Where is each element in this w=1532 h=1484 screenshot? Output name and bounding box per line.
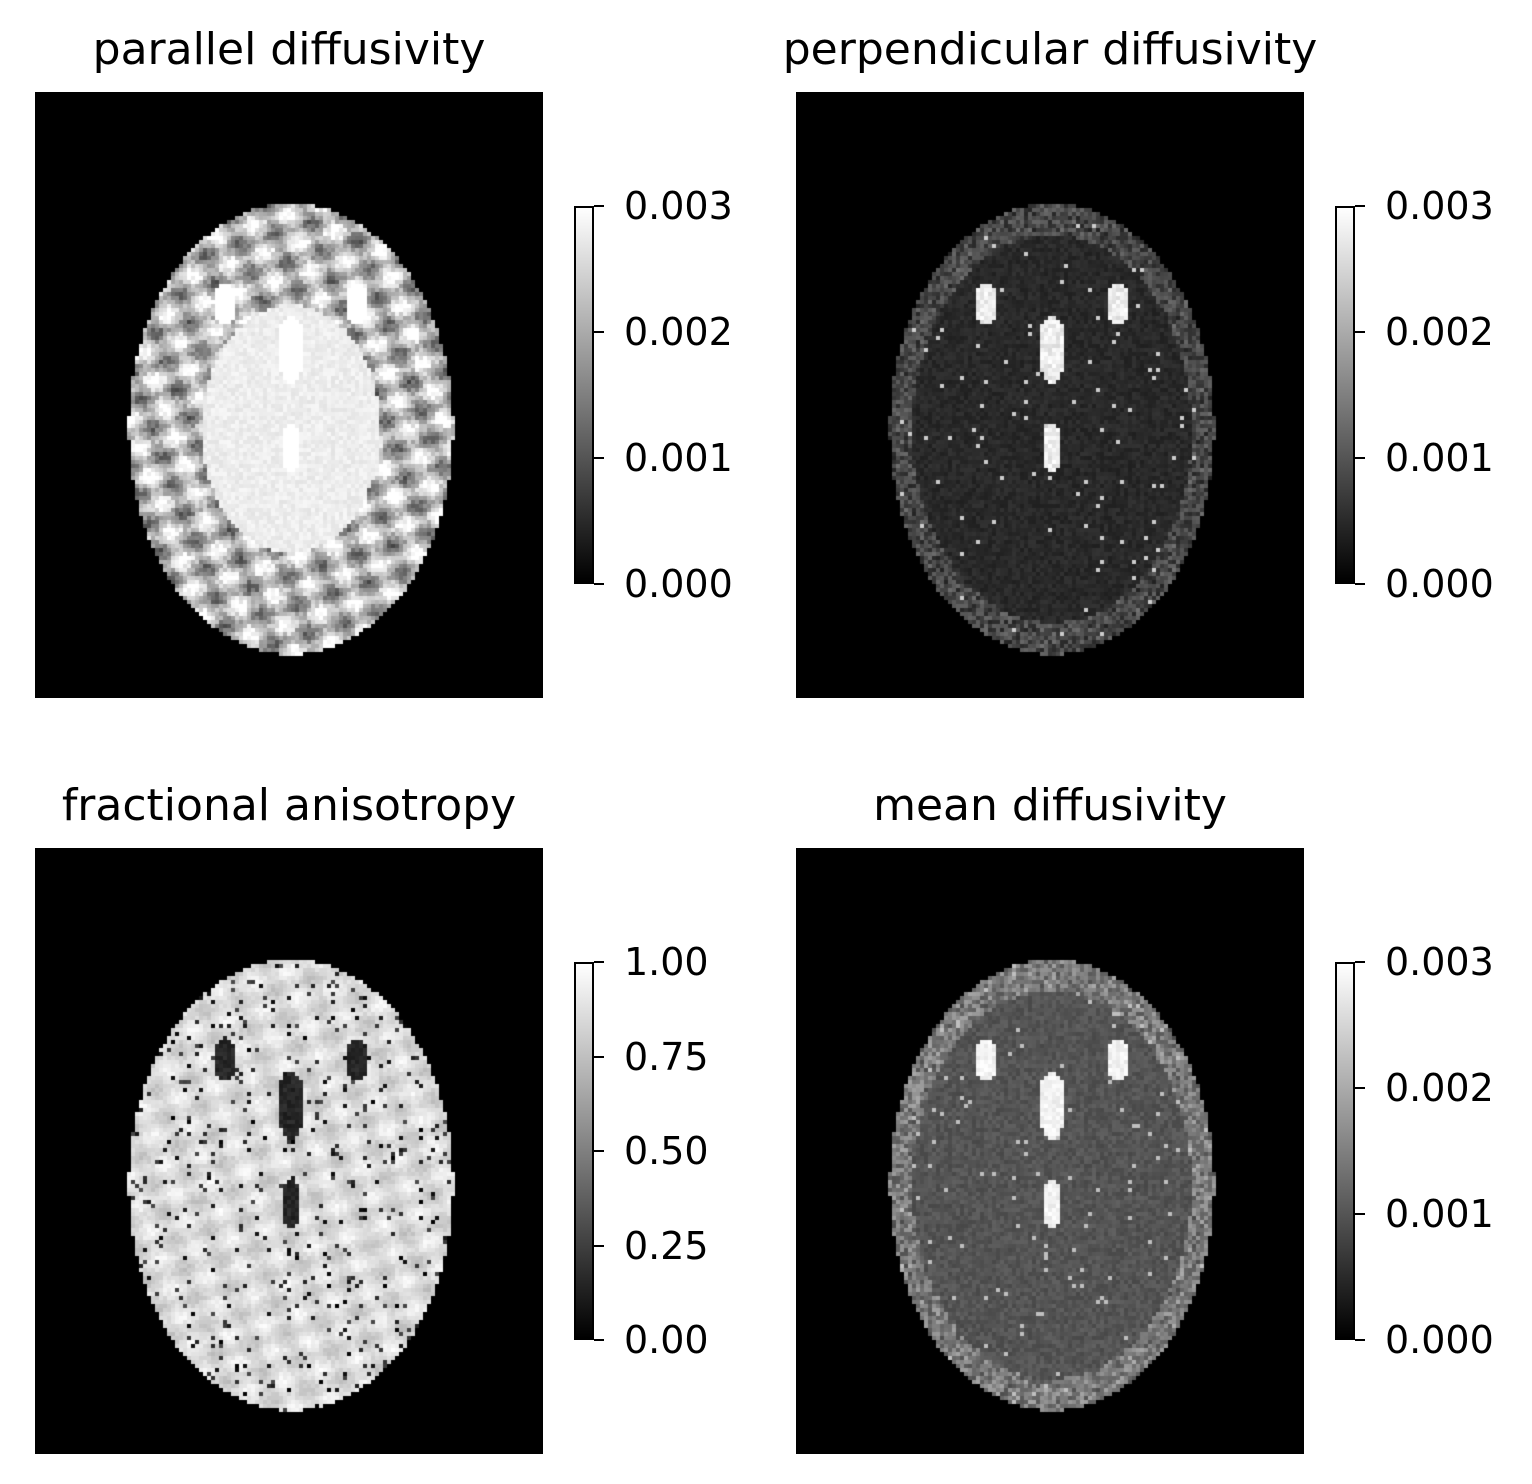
colorbar-tick-label: 0.003 (624, 184, 733, 228)
colorbar (574, 206, 594, 584)
colorbar-tick-label: 0.002 (1385, 1066, 1494, 1110)
colorbar-tick (1355, 331, 1365, 333)
colorbar-tick-label: 0.002 (624, 310, 733, 354)
colorbar (1335, 962, 1355, 1340)
colorbar-tick-label: 0.001 (624, 436, 733, 480)
colorbar-tick (594, 457, 604, 459)
colorbar-tick (1355, 457, 1365, 459)
colorbar (1335, 206, 1355, 584)
panel-title: parallel diffusivity (92, 24, 486, 75)
colorbar-tick (594, 1339, 604, 1341)
colorbar-tick-label: 0.000 (624, 562, 733, 606)
colorbar-tick (594, 961, 604, 963)
brain-map-image (35, 848, 543, 1454)
panel-title: fractional anisotropy (61, 780, 517, 831)
colorbar-tick (594, 205, 604, 207)
panel-title: perpendicular diffusivity (782, 24, 1318, 75)
colorbar-tick-label: 0.000 (1385, 562, 1494, 606)
brain-map-image (796, 92, 1304, 698)
colorbar-tick-label: 1.00 (624, 940, 709, 984)
brain-map-image (35, 92, 543, 698)
colorbar-tick (594, 1150, 604, 1152)
colorbar-tick-label: 0.75 (624, 1034, 709, 1079)
colorbar-tick (1355, 1087, 1365, 1089)
colorbar-tick (594, 1055, 604, 1058)
colorbar-tick-label: 0.002 (1385, 310, 1494, 354)
colorbar (574, 962, 594, 1340)
colorbar-tick (594, 331, 604, 333)
colorbar-tick (594, 1244, 604, 1247)
colorbar-tick-label: 0.001 (1385, 436, 1494, 480)
panel-title: mean diffusivity (873, 780, 1227, 831)
colorbar-tick (1355, 1339, 1365, 1341)
brain-map-image (796, 848, 1304, 1454)
colorbar-tick-label: 0.001 (1385, 1192, 1494, 1236)
colorbar-tick-label: 0.25 (624, 1223, 709, 1268)
colorbar-tick (594, 583, 604, 585)
colorbar-tick-label: 0.003 (1385, 940, 1494, 984)
colorbar-tick-label: 0.000 (1385, 1318, 1494, 1362)
colorbar-tick (1355, 961, 1365, 963)
colorbar-tick (1355, 583, 1365, 585)
colorbar-tick-label: 0.50 (624, 1129, 709, 1173)
colorbar-tick-label: 0.00 (624, 1318, 709, 1362)
colorbar-tick-label: 0.003 (1385, 184, 1494, 228)
colorbar-tick (1355, 1213, 1365, 1215)
colorbar-tick (1355, 205, 1365, 207)
